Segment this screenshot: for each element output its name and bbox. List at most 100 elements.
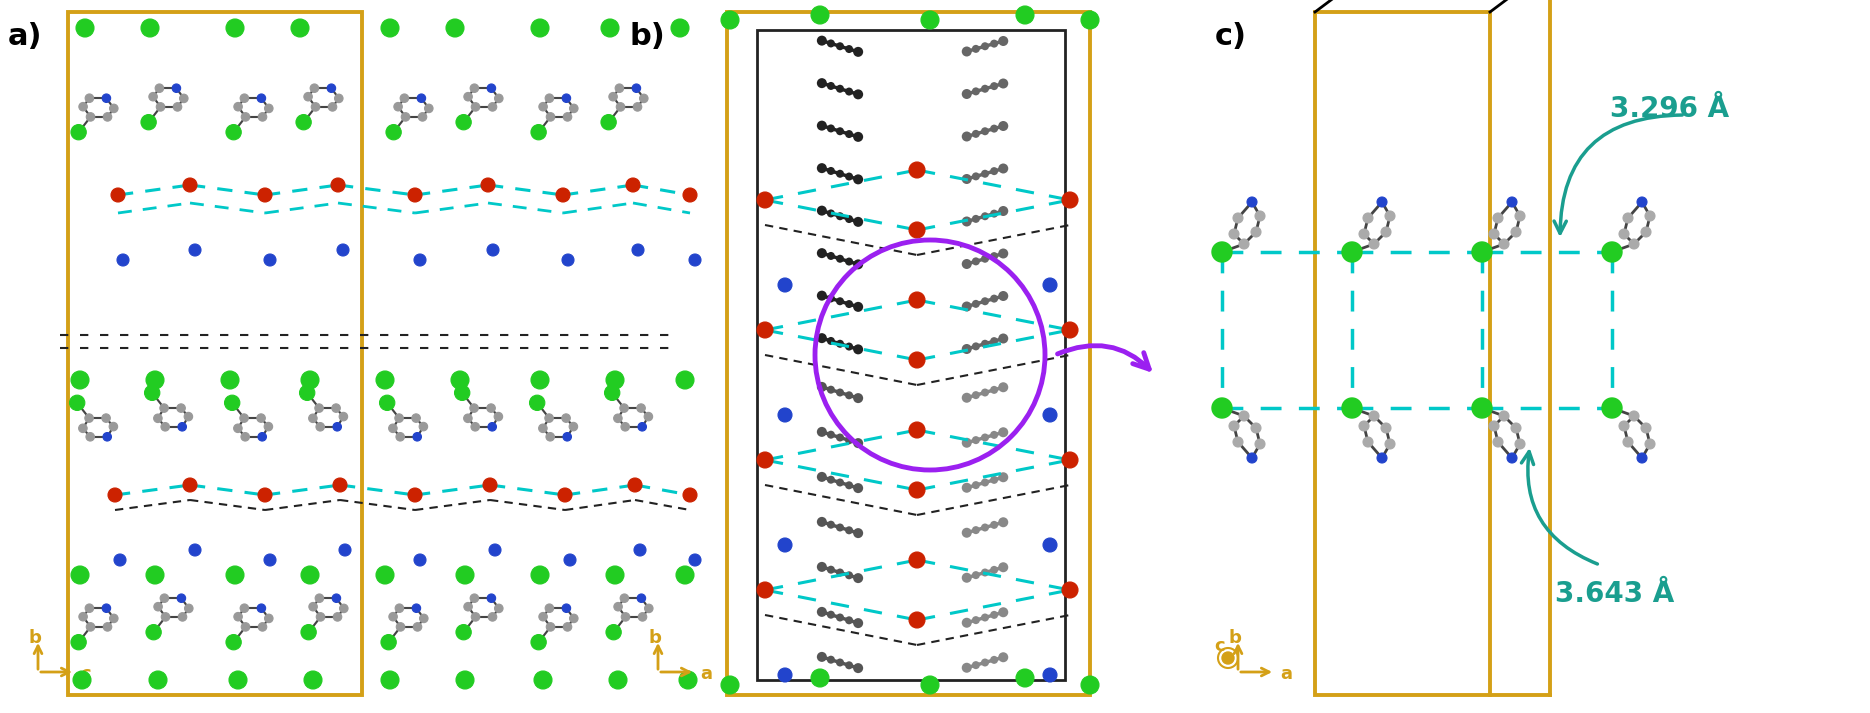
Circle shape [638,594,645,602]
Circle shape [1623,437,1633,447]
Circle shape [675,566,694,584]
Circle shape [827,252,834,260]
Circle shape [488,423,496,431]
Circle shape [1646,211,1655,221]
Circle shape [241,433,249,441]
Circle shape [989,656,999,664]
Circle shape [1247,453,1257,463]
Circle shape [118,254,129,266]
Circle shape [557,488,572,502]
Circle shape [909,352,926,368]
Circle shape [1015,6,1034,24]
Circle shape [1619,421,1629,431]
Circle shape [989,294,999,302]
Circle shape [150,93,157,101]
Circle shape [982,340,989,348]
Circle shape [488,544,501,556]
Circle shape [853,393,864,403]
Circle shape [621,423,630,431]
Circle shape [1343,242,1361,262]
Circle shape [1343,398,1361,418]
Circle shape [546,94,554,103]
Circle shape [381,635,396,650]
Circle shape [845,436,853,444]
Circle shape [982,613,989,622]
Circle shape [419,614,428,622]
Circle shape [1081,11,1100,29]
Circle shape [563,604,570,612]
Circle shape [778,278,793,292]
Circle shape [982,434,989,441]
Circle shape [86,433,95,441]
Circle shape [494,412,503,421]
Circle shape [922,11,939,29]
Circle shape [178,404,185,412]
Circle shape [546,604,554,612]
Circle shape [1472,242,1492,262]
Circle shape [301,371,320,389]
Circle shape [1603,242,1621,262]
Text: b: b [1229,629,1242,647]
Circle shape [909,162,926,178]
Circle shape [161,594,168,602]
Circle shape [626,178,640,192]
Circle shape [73,671,92,689]
Circle shape [316,423,325,431]
Circle shape [488,103,497,111]
Circle shape [316,594,324,602]
Circle shape [982,297,989,305]
Circle shape [613,602,623,611]
Circle shape [531,635,546,650]
Circle shape [972,342,980,350]
Circle shape [836,42,843,50]
Circle shape [335,94,342,103]
Circle shape [488,84,496,93]
Circle shape [464,414,471,423]
Circle shape [563,94,570,103]
Circle shape [1619,229,1629,239]
Circle shape [411,414,421,422]
Circle shape [264,614,273,622]
Circle shape [853,438,864,448]
Circle shape [1369,411,1378,421]
Circle shape [395,103,402,111]
Circle shape [1359,421,1369,431]
Circle shape [157,103,165,111]
Circle shape [146,625,161,640]
Circle shape [239,414,249,422]
Circle shape [314,404,324,412]
Circle shape [961,131,972,141]
Circle shape [679,671,698,689]
Circle shape [817,248,827,258]
Circle shape [909,222,926,238]
Circle shape [827,476,834,483]
Circle shape [333,594,340,602]
Circle shape [817,562,827,572]
Circle shape [1515,211,1526,221]
Circle shape [827,210,834,217]
Circle shape [241,113,251,121]
Circle shape [1240,411,1249,421]
Circle shape [982,255,989,263]
Circle shape [71,635,86,650]
Circle shape [600,19,619,37]
Circle shape [486,404,496,412]
Circle shape [722,676,739,694]
Circle shape [108,488,122,502]
Circle shape [827,337,834,345]
Circle shape [989,82,999,90]
Circle shape [757,582,772,598]
Circle shape [836,523,843,531]
Circle shape [1232,437,1244,447]
Circle shape [258,433,266,441]
Circle shape [172,84,181,93]
Circle shape [338,544,352,556]
Circle shape [86,622,95,631]
Circle shape [640,94,649,103]
Circle shape [140,115,157,130]
Circle shape [989,337,999,345]
Circle shape [972,257,980,265]
Circle shape [972,436,980,444]
Circle shape [688,554,701,566]
Circle shape [817,517,827,527]
